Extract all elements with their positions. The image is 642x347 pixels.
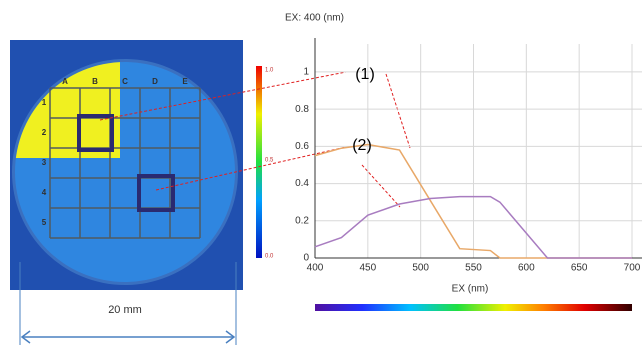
x-tick-label: 600	[518, 263, 535, 274]
x-tick-label: 500	[412, 263, 429, 274]
column-label: C	[122, 77, 128, 86]
row-label: 2	[42, 128, 47, 137]
x-tick-label: 700	[624, 263, 641, 274]
x-tick-label: 450	[359, 263, 376, 274]
y-tick-label: 1	[303, 67, 309, 78]
scale-label: 20 mm	[108, 304, 142, 316]
column-label: A	[62, 77, 68, 86]
row-label: 3	[42, 158, 47, 167]
y-tick-label: 0.6	[295, 141, 309, 152]
chart: 20 mm EX: 400 (nm) EX (nm) A B C D E 1 2 3 4 5 1.0…	[0, 0, 642, 347]
x-tick-label: 400	[307, 263, 324, 274]
spectrum-bar	[315, 304, 632, 311]
row-label: 5	[42, 218, 47, 227]
y-tick-label: 0.4	[295, 178, 309, 189]
x-tick-label: 650	[571, 263, 588, 274]
column-label: D	[152, 77, 158, 86]
y-tick-label: 0.8	[295, 104, 309, 115]
figure: 20 mm EX: 400 (nm) EX (nm) A B C D E 1 2 3 4 5 1.0…	[0, 0, 642, 347]
y-tick-label: 0.2	[295, 215, 309, 226]
colorbar-label: 0.5	[265, 158, 274, 164]
series-label: (2)	[352, 137, 372, 154]
row-label: 1	[42, 98, 47, 107]
colorbar	[256, 66, 262, 258]
chart-title: EX: 400 (nm)	[285, 13, 344, 24]
row-label: 4	[42, 188, 47, 197]
series-label: (1)	[355, 66, 375, 83]
x-axis-label: EX (nm)	[452, 284, 489, 295]
colorbar-label: 1.0	[265, 68, 274, 74]
column-label: B	[92, 77, 98, 86]
x-tick-label: 550	[465, 263, 482, 274]
column-label: E	[182, 77, 188, 86]
colorbar-label: 0.0	[265, 254, 274, 260]
